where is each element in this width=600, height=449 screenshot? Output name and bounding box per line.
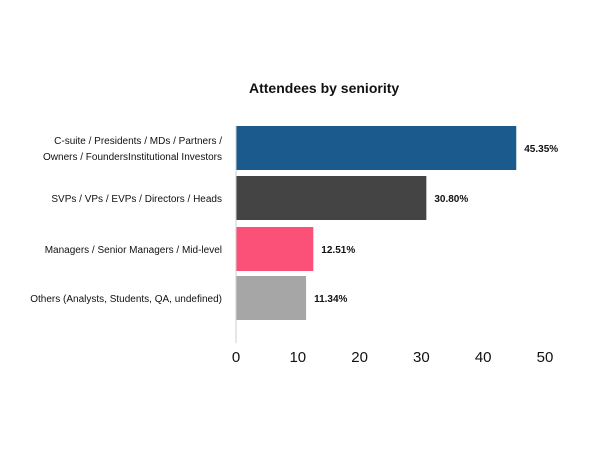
category-label: Owners / FoundersInstitutional Investors [43, 152, 222, 163]
bar [236, 276, 307, 320]
data-label: 12.51% [321, 245, 355, 256]
x-tick-label: 0 [232, 349, 240, 366]
data-label: 30.80% [434, 194, 468, 205]
x-tick-label: 30 [413, 349, 430, 366]
category-label: Others (Analysts, Students, QA, undefine… [30, 294, 222, 305]
data-label: 11.34% [314, 294, 347, 305]
x-tick-label: 40 [475, 349, 492, 366]
x-tick-label: 50 [537, 349, 554, 366]
x-tick-label: 20 [351, 349, 368, 366]
data-label: 45.35% [524, 144, 558, 155]
category-label: Managers / Senior Managers / Mid-level [45, 245, 222, 256]
category-label: SVPs / VPs / EVPs / Directors / Heads [51, 194, 222, 205]
bar [236, 227, 314, 271]
category-label: C-suite / Presidents / MDs / Partners / [54, 136, 222, 147]
bar [236, 126, 517, 170]
x-tick-label: 10 [289, 349, 306, 366]
bar [236, 176, 427, 220]
chart-title: Attendees by seniority [249, 80, 399, 96]
